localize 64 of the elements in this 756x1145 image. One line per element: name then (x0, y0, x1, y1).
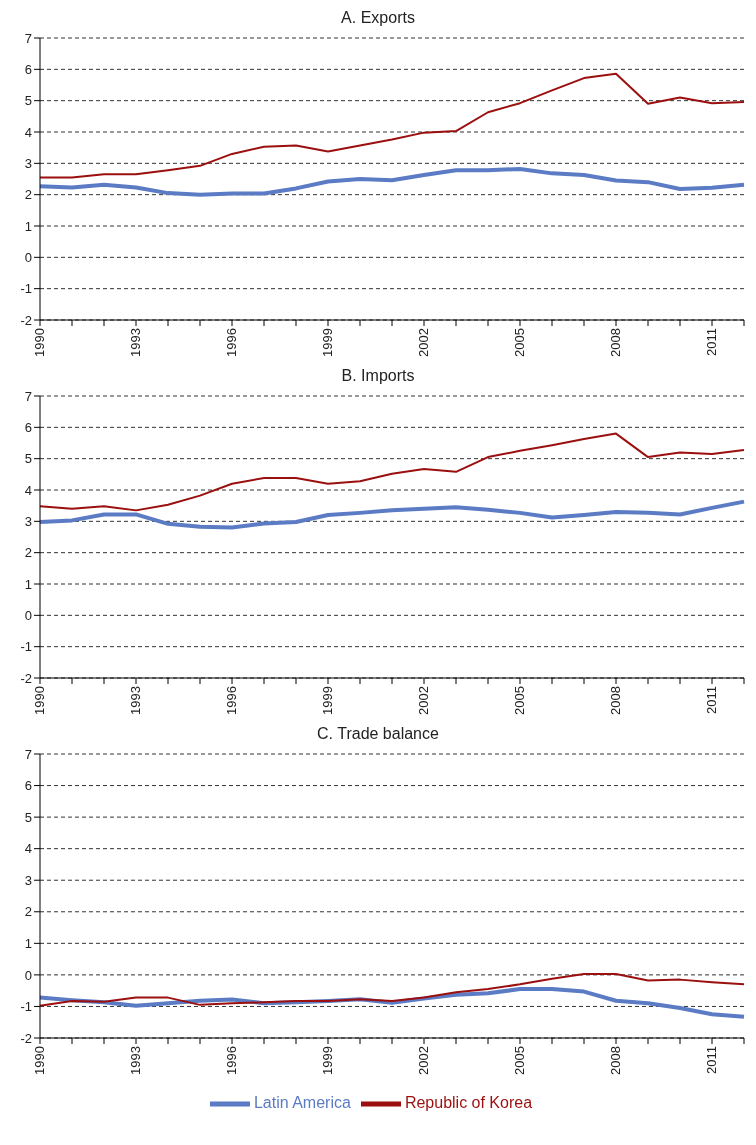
y-tick-label: -2 (20, 670, 32, 686)
y-tick-label: 7 (24, 388, 32, 404)
y-tick-label: 0 (24, 967, 32, 983)
y-tick-label: -1 (20, 281, 32, 297)
y-tick-label: 0 (24, 607, 32, 623)
y-tick-label: -1 (20, 999, 32, 1015)
y-tick-label: 5 (24, 93, 32, 109)
legend-label: Latin America (253, 1094, 351, 1112)
y-tick-label: 1 (24, 935, 32, 951)
x-tick-label: 2005 (512, 1046, 528, 1075)
y-tick-label: 6 (24, 419, 32, 435)
x-tick-label: 1999 (320, 328, 336, 357)
x-tick-label: 2011 (704, 1046, 720, 1074)
y-tick-label: 3 (24, 872, 32, 888)
y-tick-label: 6 (24, 61, 32, 77)
x-tick-label: 1993 (128, 1046, 144, 1075)
line-series (39, 72, 745, 179)
line-series (39, 432, 745, 512)
y-tick-label: 3 (24, 513, 32, 529)
y-tick-label: 1 (24, 576, 32, 592)
y-tick-label: 2 (24, 545, 32, 561)
chart-title: C. Trade balance (316, 724, 440, 744)
x-tick-label: 1999 (320, 1046, 336, 1075)
line-series (39, 972, 745, 1007)
y-tick-label: 3 (24, 155, 32, 171)
x-tick-label: 1993 (128, 686, 144, 715)
x-tick-label: 2011 (704, 686, 720, 714)
y-tick-label: -2 (20, 312, 32, 328)
chart-title: A. Exports (340, 8, 416, 28)
y-tick-label: -2 (20, 1030, 32, 1046)
y-tick-label: 2 (24, 187, 32, 203)
y-tick-label: 0 (24, 249, 32, 265)
y-tick-label: 7 (24, 30, 32, 46)
line-series (38, 499, 746, 530)
x-tick-label: 2002 (416, 686, 432, 715)
x-tick-label: 1990 (32, 1046, 48, 1075)
x-tick-label: 1999 (320, 686, 336, 715)
y-tick-label: 5 (24, 809, 32, 825)
x-tick-label: 2005 (512, 686, 528, 715)
x-tick-label: 2002 (416, 328, 432, 357)
x-tick-label: 1996 (224, 1046, 240, 1075)
y-tick-label: 4 (24, 482, 32, 498)
x-tick-label: 1996 (224, 328, 240, 357)
y-tick-label: 7 (24, 746, 32, 762)
y-tick-label: 2 (24, 904, 32, 920)
y-tick-label: 6 (24, 778, 32, 794)
x-tick-label: 2005 (512, 328, 528, 357)
x-tick-label: 2011 (704, 328, 720, 356)
chart-title: B. Imports (340, 366, 416, 386)
y-tick-label: 4 (24, 841, 32, 857)
x-tick-label: 2008 (608, 686, 624, 715)
x-tick-label: 2008 (608, 328, 624, 357)
x-tick-label: 1990 (32, 686, 48, 715)
line-series (38, 166, 746, 197)
x-tick-label: 1996 (224, 686, 240, 715)
x-tick-label: 1993 (128, 328, 144, 357)
y-tick-label: 5 (24, 451, 32, 467)
y-tick-label: 1 (24, 218, 32, 234)
x-tick-label: 2002 (416, 1046, 432, 1075)
y-tick-label: -1 (20, 639, 32, 655)
legend-label: Republic of Korea (404, 1094, 533, 1112)
y-tick-label: 4 (24, 124, 32, 140)
x-tick-label: 2008 (608, 1046, 624, 1075)
x-tick-label: 1990 (32, 328, 48, 357)
